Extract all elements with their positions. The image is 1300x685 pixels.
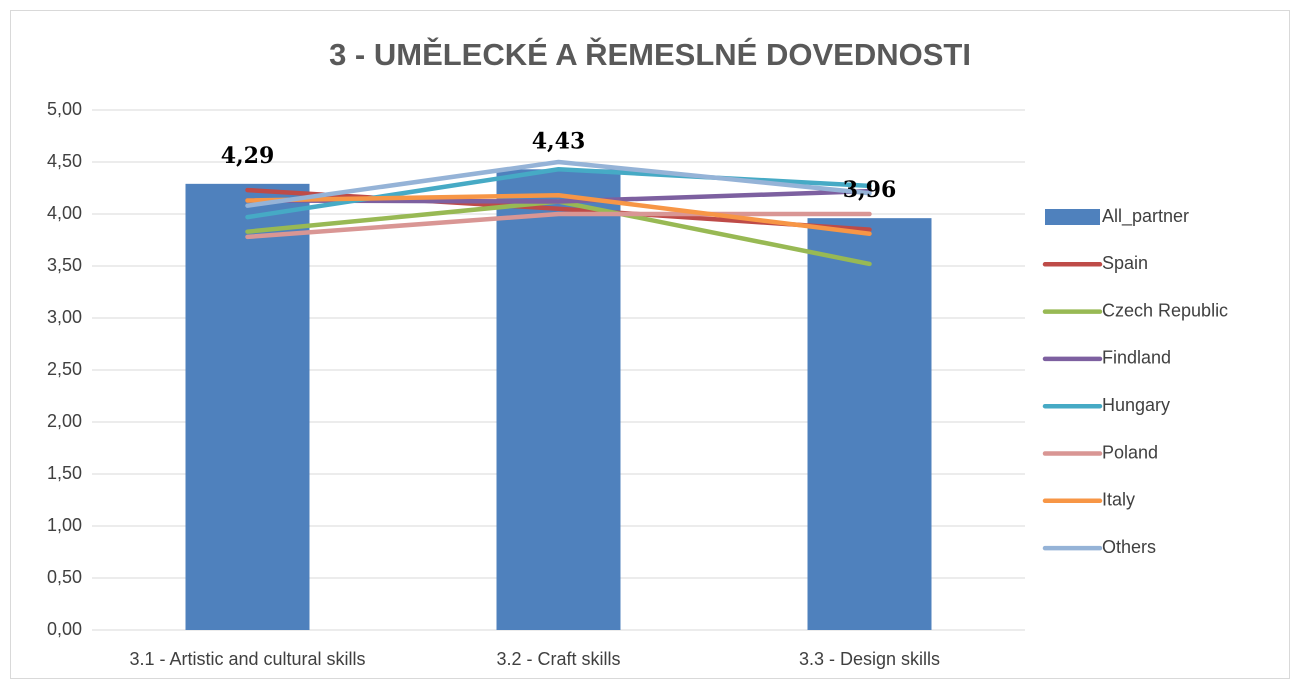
bar [496, 169, 621, 630]
y-tick-label: 3,00 [47, 307, 82, 327]
bar [185, 183, 310, 630]
bar [807, 218, 932, 630]
legend-label: Spain [1102, 253, 1148, 273]
legend-label: Others [1102, 537, 1156, 557]
data-label: 4,29 [221, 143, 275, 169]
y-tick-label: 4,00 [47, 203, 82, 223]
legend-label: All_partner [1102, 206, 1189, 227]
y-tick-label: 2,00 [47, 411, 82, 431]
data-label: 4,43 [532, 128, 586, 154]
y-tick-label: 0,50 [47, 567, 82, 587]
y-tick-label: 1,00 [47, 515, 82, 535]
legend-label: Poland [1102, 442, 1158, 462]
legend-label: Findland [1102, 348, 1171, 368]
line [245, 167, 872, 220]
x-tick-label: 3.1 - Artistic and cultural skills [129, 649, 365, 669]
line [245, 211, 872, 240]
line [245, 159, 872, 208]
data-label: 3,96 [843, 177, 897, 203]
line [245, 193, 872, 237]
chart-title: 3 - UMĚLECKÉ A ŘEMESLNÉ DOVEDNOSTI [329, 36, 971, 72]
y-tick-label: 3,50 [47, 255, 82, 275]
legend-label: Italy [1102, 490, 1135, 510]
x-tick-label: 3.3 - Design skills [799, 649, 940, 669]
y-tick-label: 2,50 [47, 359, 82, 379]
y-tick-label: 0,00 [47, 619, 82, 639]
y-tick-label: 5,00 [47, 99, 82, 119]
legend-label: Hungary [1102, 395, 1170, 415]
y-tick-label: 4,50 [47, 151, 82, 171]
x-tick-label: 3.2 - Craft skills [496, 649, 620, 669]
legend-label: Czech Republic [1102, 300, 1228, 320]
legend-swatch [1045, 209, 1100, 225]
y-tick-label: 1,50 [47, 463, 82, 483]
